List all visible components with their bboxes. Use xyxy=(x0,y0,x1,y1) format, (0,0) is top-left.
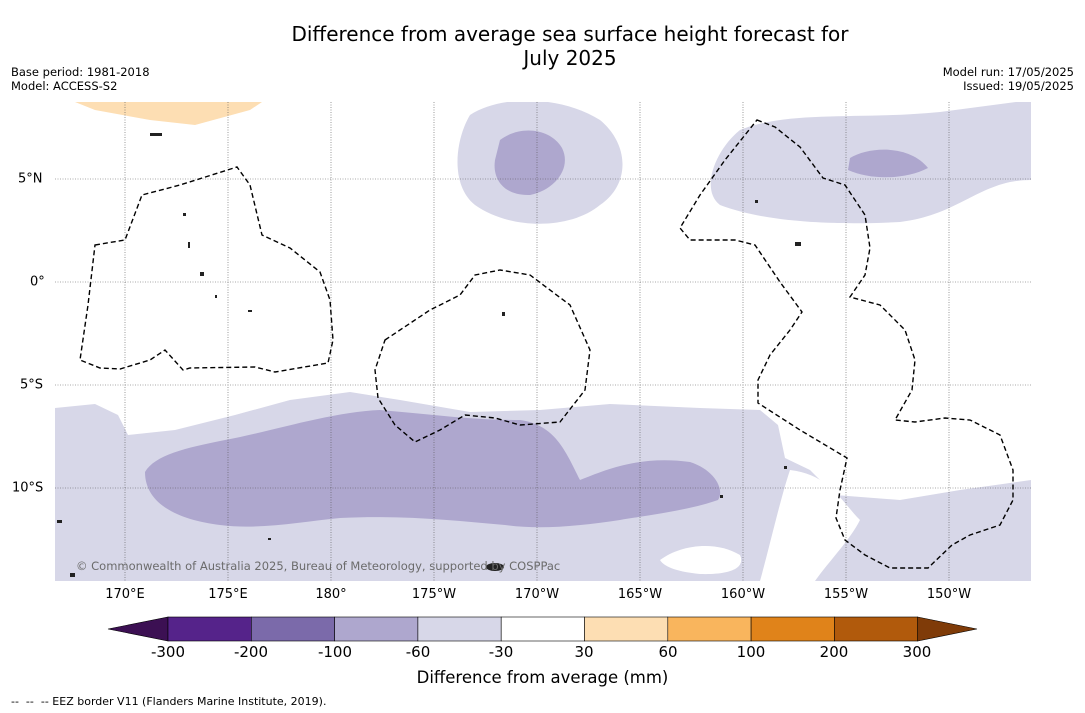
anomaly-region-north-center-core xyxy=(494,130,565,196)
eez-borders xyxy=(79,119,1014,569)
colorbar-extend-high xyxy=(917,616,978,642)
lon-label: 175°E xyxy=(208,587,248,602)
gridlines xyxy=(55,102,1031,581)
colorbar-extend-low xyxy=(107,616,169,642)
anomaly-region-south-core xyxy=(145,410,721,528)
lon-label: 175°W xyxy=(411,587,457,602)
colorbar-segment xyxy=(417,616,502,642)
colorbar-segment xyxy=(167,616,252,642)
lat-label: 0° xyxy=(30,274,45,290)
copyright-notice: © Commonwealth of Australia 2025, Bureau… xyxy=(76,559,561,573)
lon-label: 155°W xyxy=(823,587,869,602)
eez-border-tuvalu-kiribati-west xyxy=(79,166,334,373)
colorbar-tick: -300 xyxy=(150,643,186,661)
colorbar-tick: -100 xyxy=(317,643,353,661)
meta-right: Model run: 17/05/2025 Issued: 19/05/2025 xyxy=(943,65,1074,93)
base-period: Base period: 1981-2018 xyxy=(11,65,150,79)
lon-label: 180° xyxy=(315,587,347,602)
colorbar-tick: 30 xyxy=(574,643,594,661)
colorbar-tick: 200 xyxy=(819,643,849,661)
colorbar-label: Difference from average (mm) xyxy=(416,668,669,687)
lon-label: 150°W xyxy=(926,587,972,602)
colorbar-segment xyxy=(834,616,919,642)
anomaly-region-northeast-core xyxy=(848,149,928,178)
model-name: Model: ACCESS-S2 xyxy=(11,79,118,93)
colorbar-segment xyxy=(584,616,669,642)
chart-title: Difference from average sea surface heig… xyxy=(0,22,1085,70)
eez-border-east xyxy=(679,119,1014,569)
colorbar-segment xyxy=(500,616,585,642)
colorbar-segment xyxy=(667,616,752,642)
model-run: Model run: 17/05/2025 xyxy=(942,65,1074,79)
lat-label: 5°S xyxy=(20,377,44,393)
longitude-labels: 170°E 175°E 180° 175°W 170°W 165°W 160°W… xyxy=(0,587,1085,607)
lon-label: 160°W xyxy=(720,587,766,602)
colorbar-tick: 300 xyxy=(902,643,932,661)
lon-label: 170°E xyxy=(105,587,145,602)
issued-date: Issued: 19/05/2025 xyxy=(963,79,1074,93)
colorbar-tick: 60 xyxy=(658,643,678,661)
islands xyxy=(57,133,801,577)
eez-border-central xyxy=(374,269,591,443)
colorbar-segment xyxy=(750,616,835,642)
colorbar-tick: 100 xyxy=(736,643,766,661)
map-area xyxy=(55,102,1031,581)
eez-legend-footer: -- -- -- EEZ border V11 (Flanders Marine… xyxy=(11,695,327,708)
anomaly-positive-region xyxy=(75,102,262,125)
colorbar-segment xyxy=(334,616,419,642)
colorbar-tick: -200 xyxy=(233,643,269,661)
colorbar-ticks: -300 -200 -100 -60 -30 30 60 100 200 300 xyxy=(0,643,1085,663)
colorbar-segment xyxy=(251,616,335,642)
colorbar-tick: -30 xyxy=(488,643,514,661)
anomaly-gap-southeast xyxy=(760,470,860,581)
lon-label: 165°W xyxy=(617,587,663,602)
lat-label: 5°N xyxy=(18,171,43,187)
colorbar-tick: -60 xyxy=(405,643,431,661)
lon-label: 170°W xyxy=(514,587,560,602)
title-line-2: July 2025 xyxy=(523,46,617,70)
title-line-1: Difference from average sea surface heig… xyxy=(291,22,849,46)
anomaly-gap-south xyxy=(660,545,742,575)
meta-left: Base period: 1981-2018 Model: ACCESS-S2 xyxy=(11,65,150,93)
lat-label: 10°S xyxy=(12,480,44,496)
